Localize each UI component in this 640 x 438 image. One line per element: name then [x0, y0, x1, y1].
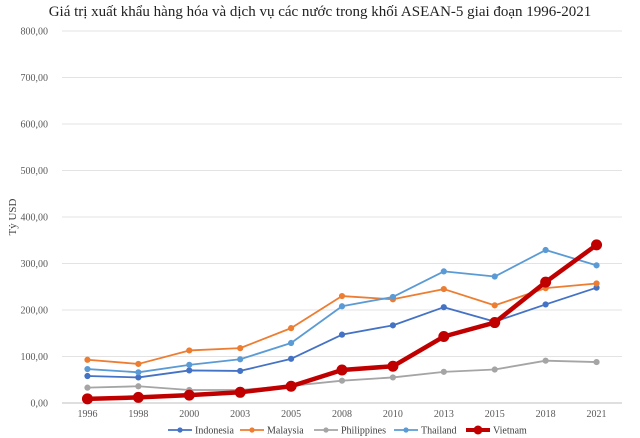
data-point-philippines: [542, 357, 549, 364]
y-tick-label: 200,00: [21, 306, 49, 317]
data-point-malaysia: [186, 347, 193, 354]
y-tick-label: 500,00: [21, 166, 49, 177]
data-point-thailand: [135, 369, 142, 376]
x-tick-label: 1998: [128, 409, 148, 420]
chart-title: Giá trị xuất khẩu hàng hóa và dịch vụ cá…: [48, 4, 592, 20]
data-point-thailand: [84, 365, 91, 373]
data-point-philippines: [135, 383, 142, 390]
data-point-malaysia: [338, 292, 346, 300]
gridlines: [62, 30, 622, 404]
data-point-malaysia: [135, 360, 142, 368]
data-point-vietnam: [285, 380, 297, 392]
data-point-indonesia: [135, 374, 142, 381]
y-tick-label: 0,00: [31, 399, 49, 410]
data-point-thailand: [389, 293, 397, 301]
data-point-malaysia: [593, 280, 600, 287]
data-point-vietnam: [336, 364, 348, 376]
y-tick-label: 300,00: [21, 259, 49, 270]
series-line-vietnam: [85, 242, 599, 402]
axes: 0,00 100,00 200,00 300,00 400,00 500,00 600,00…: [7, 27, 607, 421]
data-point-vietnam: [489, 317, 501, 329]
series-vietnam: [81, 239, 603, 405]
data-point-vietnam: [81, 393, 93, 405]
legend-label-vietnam: Vietnam: [493, 426, 527, 437]
data-point-vietnam: [183, 389, 195, 401]
legend-marker-philippines: [323, 427, 329, 433]
y-tick-label: 100,00: [21, 352, 49, 363]
series-line-thailand: [86, 249, 598, 374]
data-point-indonesia: [338, 331, 346, 338]
x-tick-label: 2013: [434, 409, 454, 420]
data-point-philippines: [491, 366, 498, 373]
data-point-indonesia: [542, 301, 549, 308]
x-tick-label: 2010: [383, 409, 403, 420]
x-tick-label: 2000: [179, 409, 199, 420]
data-point-indonesia: [237, 367, 244, 375]
x-tick-label: 2015: [485, 409, 505, 420]
data-point-vietnam: [387, 360, 399, 372]
legend-item-philippines: Philippines: [314, 426, 386, 437]
legend-item-thailand: Thailand: [394, 426, 457, 437]
data-point-thailand: [491, 273, 498, 280]
data-point-malaysia: [84, 356, 91, 363]
data-point-indonesia: [440, 304, 447, 311]
data-point-vietnam: [540, 276, 552, 288]
legend: Indonesia Malaysia Philippines Thailand Viet…: [168, 425, 527, 437]
legend-marker-thailand: [403, 427, 409, 433]
data-point-thailand: [338, 303, 346, 310]
legend-item-vietnam: Vietnam: [466, 425, 527, 437]
data-point-vietnam: [591, 239, 603, 251]
data-point-vietnam: [132, 391, 144, 403]
legend-item-malaysia: Malaysia: [240, 426, 304, 437]
data-point-philippines: [338, 377, 346, 384]
data-point-philippines: [440, 368, 447, 375]
legend-label-philippines: Philippines: [341, 426, 386, 437]
legend-label-indonesia: Indonesia: [195, 426, 234, 437]
data-point-malaysia: [440, 285, 447, 293]
x-tick-label: 2021: [587, 409, 607, 420]
legend-label-malaysia: Malaysia: [267, 426, 304, 437]
series-thailand: [84, 246, 600, 376]
series-lines: [81, 239, 603, 405]
y-tick-label: 600,00: [21, 120, 49, 131]
data-point-malaysia: [287, 325, 295, 332]
legend-marker-indonesia: [177, 427, 183, 433]
x-tick-label: 1996: [77, 409, 97, 420]
y-axis-title: Tỷ USD: [7, 198, 19, 235]
x-tick-label: 2005: [281, 409, 301, 420]
x-tick-label: 2008: [332, 409, 352, 420]
data-point-philippines: [593, 358, 600, 366]
data-point-indonesia: [84, 372, 91, 380]
data-point-thailand: [237, 356, 244, 363]
series-malaysia: [84, 280, 600, 368]
data-point-indonesia: [186, 367, 193, 374]
x-tick-label: 2003: [230, 409, 250, 420]
data-point-indonesia: [389, 322, 397, 329]
data-point-philippines: [84, 384, 91, 391]
data-point-vietnam: [438, 331, 450, 343]
x-tick-label: 2018: [536, 409, 556, 420]
legend-marker-vietnam: [473, 425, 483, 435]
data-point-malaysia: [237, 345, 244, 352]
data-point-philippines: [389, 374, 397, 381]
data-point-thailand: [440, 268, 447, 275]
data-point-thailand: [287, 339, 295, 347]
data-point-thailand: [186, 361, 193, 368]
data-point-indonesia: [287, 355, 295, 362]
legend-item-indonesia: Indonesia: [168, 426, 234, 437]
legend-label-thailand: Thailand: [421, 426, 457, 437]
data-point-thailand: [542, 246, 549, 254]
y-tick-label: 400,00: [21, 213, 49, 224]
legend-marker-malaysia: [249, 427, 255, 433]
y-tick-label: 700,00: [21, 73, 49, 84]
data-point-vietnam: [234, 386, 246, 398]
data-point-malaysia: [491, 302, 498, 309]
y-tick-label: 800,00: [21, 27, 49, 38]
data-point-thailand: [593, 262, 600, 269]
